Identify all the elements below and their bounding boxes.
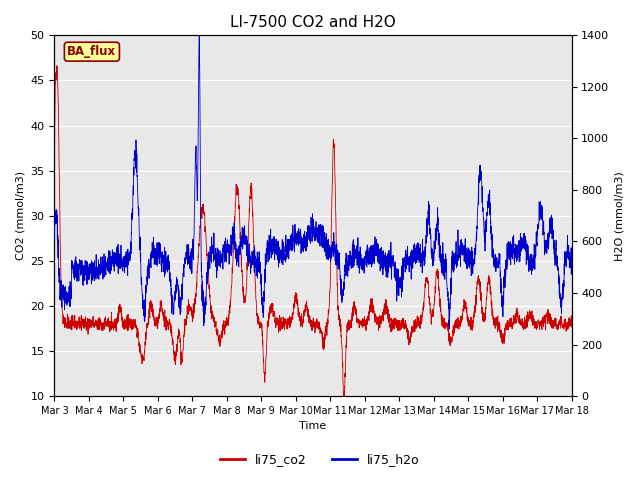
Text: BA_flux: BA_flux [67,45,116,58]
Y-axis label: CO2 (mmol/m3): CO2 (mmol/m3) [15,171,25,260]
Legend: li75_co2, li75_h2o: li75_co2, li75_h2o [215,448,425,471]
X-axis label: Time: Time [300,421,326,432]
Y-axis label: H2O (mmol/m3): H2O (mmol/m3) [615,171,625,261]
Title: LI-7500 CO2 and H2O: LI-7500 CO2 and H2O [230,15,396,30]
